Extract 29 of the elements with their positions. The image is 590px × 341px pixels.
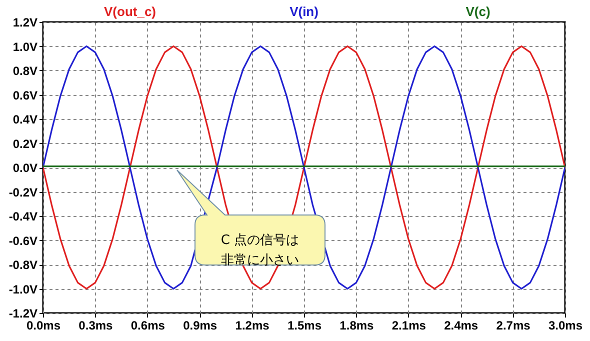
x-tick-label: 1.5ms	[287, 318, 322, 332]
line-series	[43, 45, 565, 290]
x-tick-label: 0.3ms	[78, 318, 114, 332]
y-tick-label: 0.6V	[12, 88, 38, 102]
y-tick-label: -1.2V	[8, 306, 38, 320]
annotation: C 点の信号は非常に小さい	[220, 233, 300, 268]
y-tick-label: -1.0V	[8, 282, 38, 296]
x-tick-label: 1.2ms	[235, 318, 270, 332]
y-tick-label: -0.4V	[8, 210, 38, 224]
x-tick-label: 2.4ms	[444, 318, 478, 332]
y-tick-label: 0.0V	[12, 161, 38, 175]
text: V(in)	[290, 4, 318, 19]
text: V(out_c)	[104, 4, 156, 19]
y-tick-label: -0.8V	[8, 258, 38, 272]
x-tick-label: 0.9ms	[183, 318, 218, 332]
y-tick-label: 0.8V	[12, 64, 38, 78]
x-tick-label: 0.6ms	[130, 318, 166, 332]
x-tick-label: 3.0ms	[548, 318, 583, 332]
y-tick-label: -0.2V	[8, 185, 38, 200]
text: V(c)	[466, 4, 490, 19]
x-tick-label: 2.7ms	[496, 318, 531, 332]
y-tick-label: -0.6V	[8, 234, 38, 248]
y-tick-label: 1.0V	[12, 40, 38, 54]
y-tick-label: 1.2V	[12, 16, 38, 30]
y-tick-label: 0.2V	[12, 136, 38, 151]
y-tick-label: 0.4V	[12, 112, 38, 126]
x-tick-label: 0.0ms	[26, 318, 61, 332]
x-tick-label: 1.8ms	[340, 318, 374, 332]
x-tick-label: 2.1ms	[392, 318, 426, 332]
